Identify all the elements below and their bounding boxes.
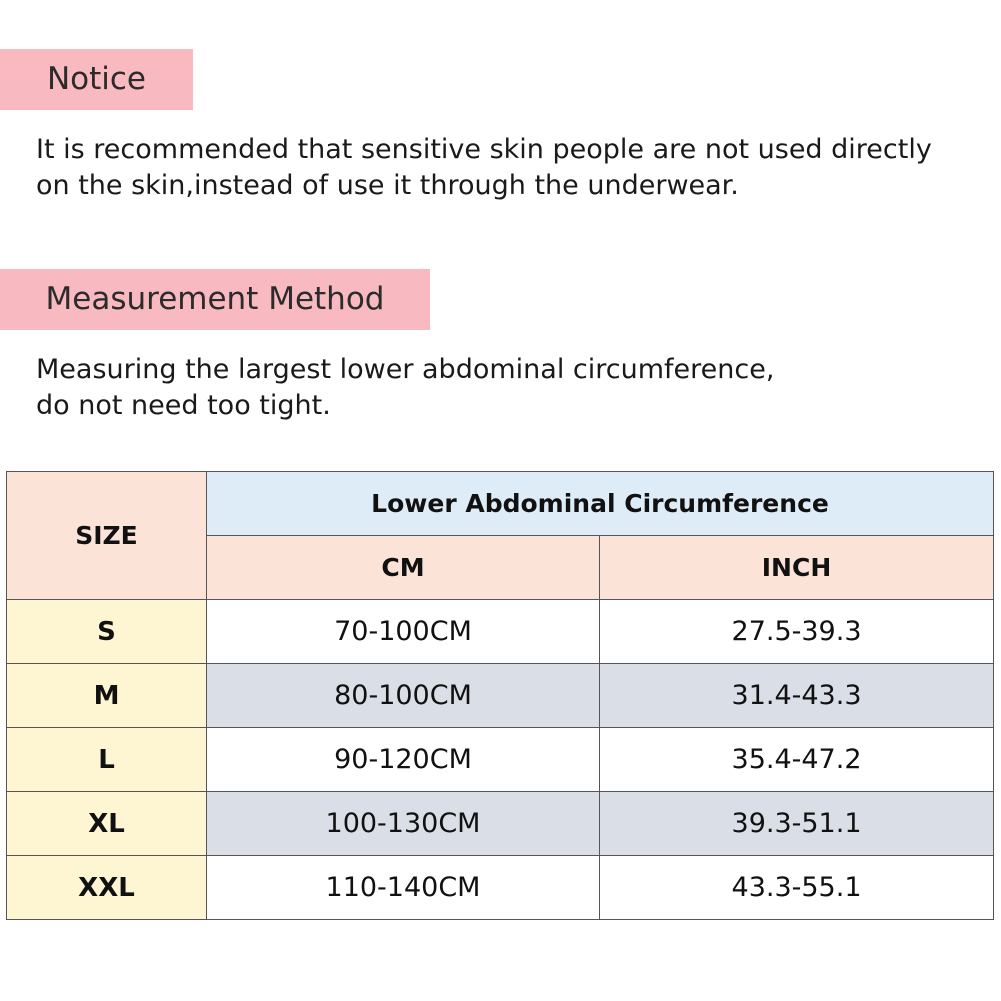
inch-cell: 35.4-47.2 bbox=[598, 727, 995, 792]
cm-cell: 70-100CM bbox=[206, 599, 600, 664]
size-cell: M bbox=[6, 663, 207, 728]
measurement-method-text: Measuring the largest lower abdominal ci… bbox=[36, 352, 936, 424]
table-row: L 90-120CM 35.4-47.2 bbox=[6, 727, 995, 792]
notice-heading-label: Notice bbox=[46, 61, 147, 97]
cm-cell: 90-120CM bbox=[206, 727, 600, 792]
lower-abdominal-circumference-header: Lower Abdominal Circumference bbox=[205, 471, 995, 536]
inch-cell: 31.4-43.3 bbox=[598, 663, 995, 728]
size-cell: XL bbox=[6, 791, 207, 856]
size-column-header: SIZE bbox=[6, 471, 207, 600]
table-row: XXL 110-140CM 43.3-55.1 bbox=[6, 855, 995, 920]
measurement-line-1: Measuring the largest lower abdominal ci… bbox=[36, 354, 775, 385]
size-cell: XXL bbox=[6, 855, 207, 920]
size-cell: S bbox=[6, 599, 207, 664]
table-row: S 70-100CM 27.5-39.3 bbox=[6, 599, 995, 664]
table-row: M 80-100CM 31.4-43.3 bbox=[6, 663, 995, 728]
measurement-line-2: do not need too tight. bbox=[36, 390, 331, 421]
inch-cell: 39.3-51.1 bbox=[598, 791, 995, 856]
notice-text: It is recommended that sensitive skin pe… bbox=[36, 132, 976, 204]
size-cell: L bbox=[6, 727, 207, 792]
notice-line-2: on the skin,instead of use it through th… bbox=[36, 170, 739, 201]
cm-cell: 110-140CM bbox=[206, 855, 600, 920]
inch-cell: 27.5-39.3 bbox=[598, 599, 995, 664]
measurement-method-heading-label: Measurement Method bbox=[45, 281, 385, 317]
inch-column-header: INCH bbox=[598, 535, 995, 600]
cm-cell: 100-130CM bbox=[206, 791, 600, 856]
notice-line-1: It is recommended that sensitive skin pe… bbox=[36, 134, 932, 165]
cm-column-header: CM bbox=[206, 535, 600, 600]
inch-cell: 43.3-55.1 bbox=[598, 855, 995, 920]
table-row: XL 100-130CM 39.3-51.1 bbox=[6, 791, 995, 856]
measurement-method-heading: Measurement Method bbox=[0, 269, 430, 330]
notice-heading: Notice bbox=[0, 49, 193, 110]
size-chart-table: SIZE Lower Abdominal Circumference CM IN… bbox=[6, 471, 995, 920]
cm-cell: 80-100CM bbox=[206, 663, 600, 728]
